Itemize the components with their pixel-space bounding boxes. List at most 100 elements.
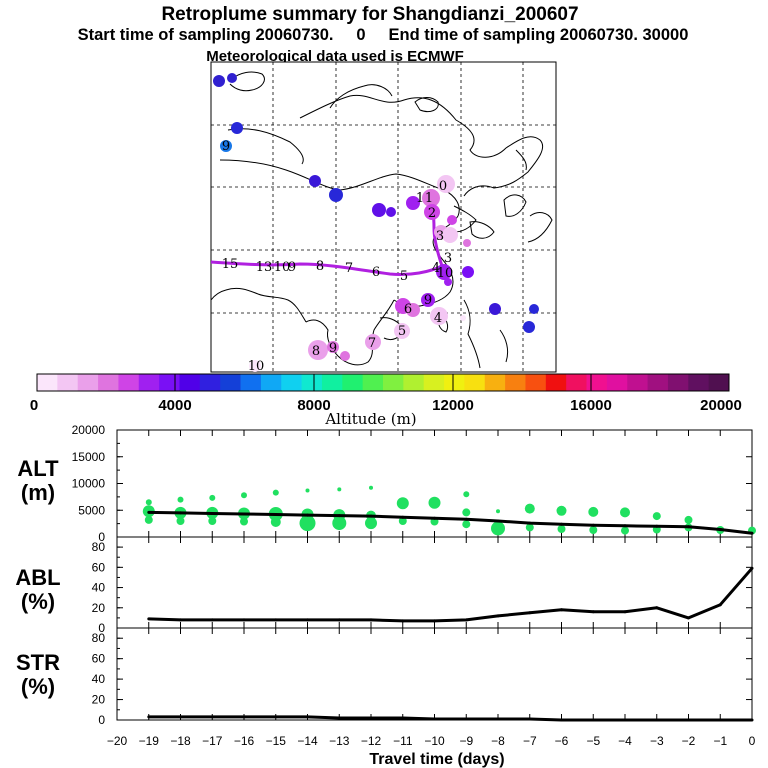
colorbar-swatch	[199, 374, 221, 391]
alt-series-point	[306, 513, 309, 517]
svg-text:10: 10	[248, 359, 265, 374]
x-tick-label: −2	[682, 734, 696, 748]
alt-series-point	[147, 510, 151, 514]
abl-ytick-label: 60	[92, 560, 106, 574]
abl-series-point	[274, 618, 278, 622]
x-tick-label: −20	[107, 734, 128, 748]
abl-series-point	[401, 619, 405, 623]
abl-series-point	[337, 618, 341, 622]
altitude-scatter-point	[145, 499, 152, 506]
colorbar-swatch	[464, 374, 486, 391]
str-ytick-label: 0	[98, 713, 105, 727]
colorbar-swatch	[423, 374, 445, 391]
altitude-scatter-point	[337, 487, 342, 492]
altitude-scatter-point	[241, 492, 247, 499]
alt-panel-label: ALT	[17, 456, 59, 481]
altitude-scatter-point	[299, 515, 316, 532]
x-tick-label: 0	[749, 734, 756, 748]
str-series-point	[433, 717, 436, 721]
svg-text:1: 1	[416, 191, 424, 206]
altitude-scatter-point	[369, 485, 373, 490]
svg-text:20000: 20000	[700, 397, 742, 414]
str-panel-unit: (%)	[21, 674, 55, 699]
altitude-scatter-point	[398, 517, 407, 525]
alt-series-point	[718, 528, 722, 531]
colorbar-swatch	[57, 374, 79, 391]
abl-ytick-label: 0	[98, 621, 105, 635]
str-ytick-label: 80	[92, 631, 106, 645]
alt-series-point	[687, 525, 690, 529]
abl-series-point	[433, 619, 436, 623]
altitude-scatter-point	[684, 515, 693, 524]
svg-text:10: 10	[437, 266, 454, 281]
altitude-scatter-point	[305, 488, 310, 493]
abl-series-point	[210, 618, 214, 622]
plume-markers	[213, 73, 539, 372]
abl-series-point	[306, 618, 309, 622]
alt-series-point	[210, 512, 214, 515]
str-series-point	[179, 715, 182, 719]
svg-text:9: 9	[222, 139, 230, 154]
alt-series-point	[242, 512, 246, 516]
svg-text:16000: 16000	[570, 397, 612, 414]
str-ytick-label: 60	[92, 652, 106, 666]
altitude-scatter-point	[463, 491, 470, 498]
str-series-point	[401, 716, 405, 720]
altitude-scatter-point	[396, 497, 409, 510]
str-series-point	[687, 718, 690, 722]
abl-panel-unit: (%)	[21, 589, 55, 614]
str-series-point	[369, 716, 373, 720]
alt-series-point	[750, 531, 754, 535]
str-series-point	[560, 718, 563, 722]
x-tick-label: −17	[202, 734, 223, 748]
altitude-scatter-point	[144, 515, 153, 524]
x-tick-label: −8	[491, 734, 505, 748]
altitude-scatter-point	[365, 517, 377, 530]
alt-series-point	[464, 517, 468, 521]
altitude-scatter-point	[428, 496, 441, 509]
alt-series-point	[655, 524, 659, 528]
altitude-scatter-point	[208, 517, 217, 525]
svg-text:10: 10	[274, 260, 291, 275]
map-panel: 0 1 1 2 3 3 4 5 6 7 8 9 10 13 15 4 5 6 7…	[210, 61, 557, 374]
alt-series-point	[528, 521, 532, 525]
colorbar-swatch	[77, 374, 99, 391]
abl-ytick-label: 40	[92, 581, 106, 595]
str-series-point	[242, 715, 246, 719]
svg-text:8: 8	[312, 344, 320, 359]
alt-series-point	[274, 513, 278, 516]
colorbar-swatch	[98, 374, 119, 391]
svg-text:12000: 12000	[432, 397, 474, 414]
colorbar-swatch	[505, 374, 526, 391]
altitude-scatter-point	[652, 512, 661, 521]
colorbar-swatch	[301, 374, 323, 391]
svg-text:4: 4	[432, 261, 440, 276]
altitude-scatter-point	[588, 506, 599, 517]
x-axis-title: Travel time (days)	[369, 751, 504, 768]
colorbar-swatch	[383, 374, 404, 391]
colorbar-swatch	[545, 374, 567, 391]
sampling-time-line: Start time of sampling 20060730. 0 End t…	[78, 26, 689, 44]
str-series-point	[147, 715, 151, 719]
altitude-scatter-point	[272, 489, 279, 496]
altitude-scatter-point	[621, 526, 629, 535]
colorbar-swatch	[118, 374, 140, 391]
figure-title: Retroplume summary for Shangdianzi_20060…	[161, 4, 578, 25]
abl-series-point	[718, 603, 722, 607]
svg-text:15: 15	[222, 257, 239, 272]
colorbar-swatch	[138, 374, 160, 391]
x-tick-label: −9	[459, 734, 473, 748]
x-tick-label: −7	[523, 734, 537, 748]
alt-ytick-label: 5000	[78, 503, 105, 517]
colorbar-swatch	[627, 374, 648, 391]
abl-series-point	[750, 566, 754, 570]
x-tick-label: −5	[586, 734, 600, 748]
map-frame	[210, 61, 557, 373]
svg-text:7: 7	[345, 261, 353, 276]
altitude-scatter-point	[462, 520, 471, 529]
alt-series-line	[148, 510, 753, 535]
abl-series-point	[655, 606, 659, 610]
alt-ytick-label: 0	[98, 530, 105, 544]
altitude-scatter-point	[491, 521, 505, 536]
